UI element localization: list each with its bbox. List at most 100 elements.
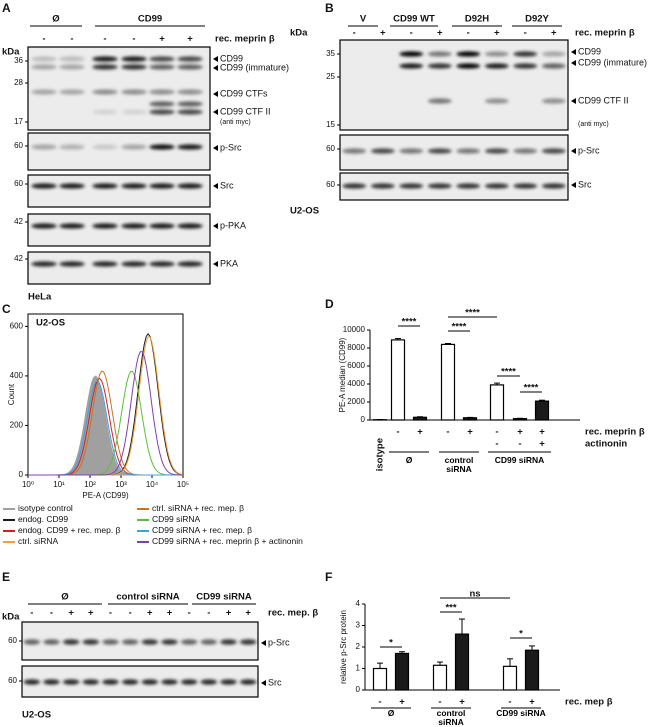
sign: + xyxy=(539,427,545,438)
band xyxy=(121,64,147,70)
panel-letter: A xyxy=(2,1,11,15)
band xyxy=(427,51,452,57)
band xyxy=(177,261,203,267)
sign: + xyxy=(467,427,473,438)
band xyxy=(161,679,178,685)
cell-line: U2-OS xyxy=(36,318,65,329)
band xyxy=(43,639,60,645)
y-axis-label: PE-A median (CD99) xyxy=(338,337,347,412)
y-tick-label: 6000 xyxy=(347,361,365,370)
band xyxy=(92,223,118,229)
band xyxy=(31,223,57,229)
blot-bands xyxy=(31,144,203,150)
band xyxy=(484,51,509,57)
band xyxy=(149,109,175,115)
kda-marker: 60 xyxy=(14,179,23,188)
x-tick-label: 10¹ xyxy=(53,480,65,489)
band xyxy=(180,639,198,645)
band xyxy=(484,183,509,189)
treatment-label: rec. meprin β xyxy=(215,34,275,45)
group-label: CD99 xyxy=(138,14,162,25)
band xyxy=(239,679,257,685)
pointer xyxy=(213,223,218,229)
band-label: CD99 CTF II xyxy=(578,95,629,105)
band xyxy=(399,183,424,189)
band-label: p-PKA xyxy=(220,220,246,230)
kda-marker: 42 xyxy=(14,217,23,226)
band xyxy=(92,183,118,189)
band xyxy=(23,679,41,685)
bar xyxy=(502,665,518,691)
band-label: Src xyxy=(220,180,234,190)
bar xyxy=(390,339,406,421)
lane-sign: - xyxy=(524,28,527,39)
lane-sign: - xyxy=(30,608,33,619)
band xyxy=(161,639,178,645)
y-tick-label: 0 xyxy=(361,415,366,424)
band xyxy=(121,56,147,62)
y-tick-label: 2 xyxy=(356,642,361,651)
lane-sign: + xyxy=(226,608,232,619)
band xyxy=(513,63,538,69)
lane-sign: - xyxy=(207,608,210,619)
y-tick-label: 3 xyxy=(356,621,361,630)
histogram-curve xyxy=(28,351,183,476)
legend-label: endog. CD99 + rec. mep. β xyxy=(18,525,121,535)
band-label: p-Src xyxy=(578,145,600,155)
blot xyxy=(27,213,211,247)
group-label: control siRNA xyxy=(116,592,179,603)
pointer xyxy=(213,65,218,71)
group-label: control siRNA xyxy=(436,708,466,727)
pointer xyxy=(571,60,576,66)
band xyxy=(31,56,57,62)
band xyxy=(59,223,85,229)
band xyxy=(456,63,481,69)
band xyxy=(177,183,203,189)
blot xyxy=(27,46,211,131)
band xyxy=(121,679,139,685)
pointer xyxy=(213,91,218,97)
y-tick-label: 4 xyxy=(356,599,361,608)
lane-sign: - xyxy=(132,34,135,45)
band xyxy=(239,639,257,645)
panel-letter: E xyxy=(2,570,10,584)
band xyxy=(220,679,237,685)
band xyxy=(177,144,203,150)
band xyxy=(541,148,566,154)
group-label: CD99 siRNA xyxy=(196,592,252,603)
pointer xyxy=(213,145,218,151)
sign: - xyxy=(518,439,521,450)
group-label: Ø xyxy=(405,455,413,465)
blot-bands xyxy=(23,679,257,685)
band xyxy=(541,98,566,104)
band xyxy=(121,109,147,115)
band xyxy=(149,183,175,189)
pointer xyxy=(571,148,576,154)
band xyxy=(149,261,175,267)
band xyxy=(59,261,85,267)
band xyxy=(177,101,203,107)
row-label: rec. mep β xyxy=(565,697,613,708)
band xyxy=(82,639,100,645)
significance-label: **** xyxy=(465,308,480,319)
bar xyxy=(462,417,478,421)
bar xyxy=(432,664,448,691)
lane-sign: - xyxy=(188,608,191,619)
sign: - xyxy=(495,439,498,450)
lane-sign: - xyxy=(50,608,53,619)
band xyxy=(342,148,367,154)
band xyxy=(92,261,118,267)
legend-label: CD99 siRNA xyxy=(152,514,201,524)
band xyxy=(541,63,566,69)
band xyxy=(43,679,60,685)
x-tick-label: 10³ xyxy=(115,480,127,489)
band-label: CD99 xyxy=(220,53,243,63)
sign: - xyxy=(508,697,511,708)
x-axis-label: PE-A (CD99) xyxy=(82,491,129,500)
legend-label: ctrl. siRNA xyxy=(18,536,59,546)
lane-sign: - xyxy=(42,34,45,45)
band xyxy=(141,639,159,645)
lane-sign: - xyxy=(353,28,356,39)
blot-bands xyxy=(23,639,257,645)
band xyxy=(177,109,203,115)
